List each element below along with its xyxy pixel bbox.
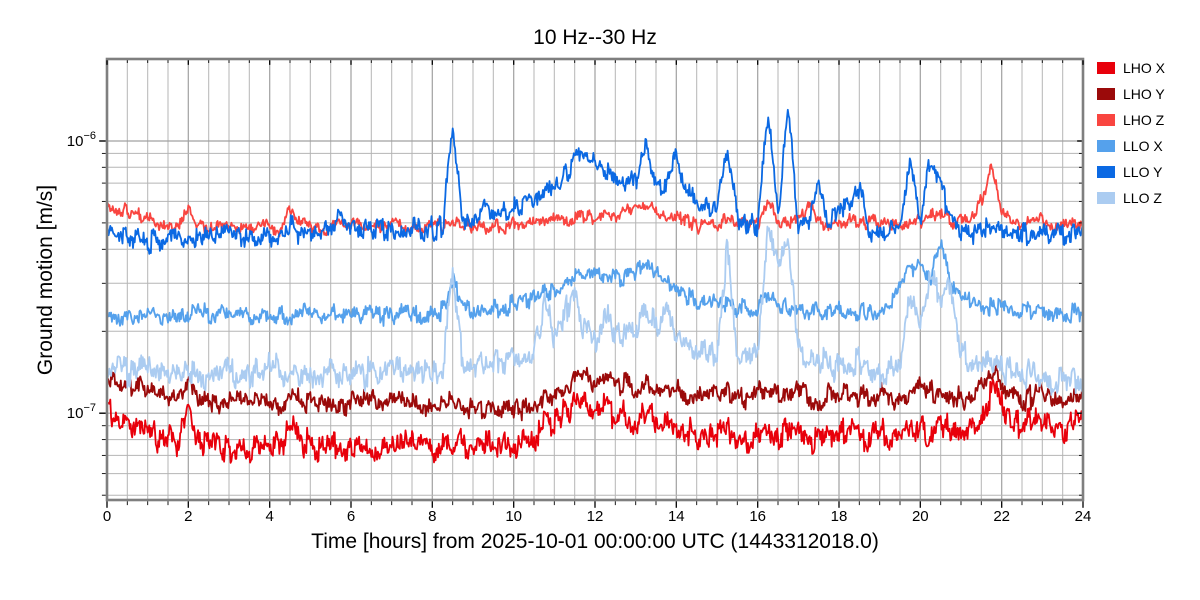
series-lines [106,108,1084,464]
legend-item-lho-x: LHO X [1097,55,1165,81]
legend-item-llo-z: LLO Z [1097,185,1165,211]
legend: LHO X LHO Y LHO Z LLO X LLO Y LLO Z [1097,55,1165,211]
legend-label: LHO X [1123,60,1166,76]
series-llo-y [106,108,1084,255]
legend-label: LHO Z [1123,112,1165,128]
x-tick-label: 4 [266,508,274,525]
tick-marks [99,60,1084,508]
chart-title: 10 Hz--30 Hz [533,26,657,49]
x-tick-label: 8 [428,508,436,525]
legend-item-llo-y: LLO Y [1097,159,1165,185]
legend-swatch [1097,166,1115,178]
legend-label: LLO Z [1123,190,1162,206]
x-tick-label: 12 [587,508,604,525]
x-tick-label: 20 [912,508,929,525]
x-tick-label: 18 [831,508,848,525]
legend-swatch [1097,192,1115,204]
legend-swatch [1097,88,1115,100]
grid [107,59,1083,500]
legend-label: LHO Y [1123,86,1165,102]
legend-item-lho-y: LHO Y [1097,81,1165,107]
legend-swatch [1097,140,1115,152]
x-axis-label: Time [hours] from 2025-10-01 00:00:00 UT… [311,530,879,553]
legend-item-llo-x: LLO X [1097,133,1165,159]
x-tick-label: 14 [668,508,685,525]
x-tick-label: 16 [749,508,766,525]
x-tick-label: 2 [184,508,192,525]
legend-label: LLO Y [1123,164,1163,180]
legend-swatch [1097,114,1115,126]
legend-label: LLO X [1123,138,1163,154]
y-axis-label: Ground motion [m/s] [34,184,57,376]
series-lho-y [106,364,1084,422]
x-tick-label: 24 [1075,508,1092,525]
y-tick-label: 10−6 [67,130,96,150]
series-lho-x [106,378,1084,464]
x-tick-label: 6 [347,508,355,525]
x-tick-label: 0 [103,508,111,525]
series-llo-z [106,225,1084,396]
plot-spine [105,57,1085,502]
series-llo-x [106,239,1084,327]
y-tick-label: 10−7 [67,402,96,422]
legend-swatch [1097,62,1115,74]
x-tick-label: 10 [505,508,522,525]
x-tick-label: 22 [993,508,1010,525]
legend-item-lho-z: LHO Z [1097,107,1165,133]
